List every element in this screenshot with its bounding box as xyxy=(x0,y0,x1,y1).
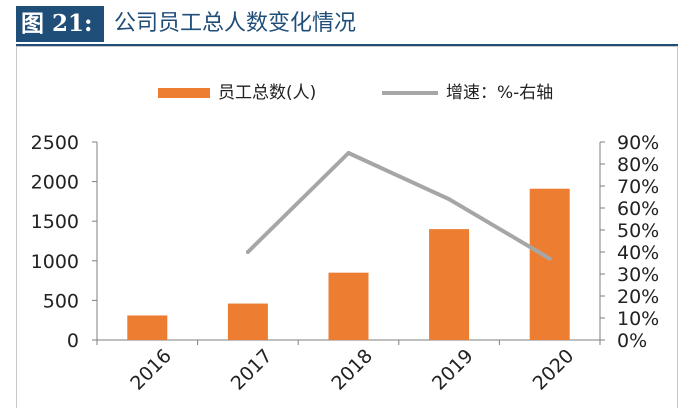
right-tick-label: 0% xyxy=(617,330,647,352)
x-tick-label: 2018 xyxy=(327,345,377,395)
growth-point-2020 xyxy=(547,256,552,261)
left-tick-label: 1000 xyxy=(31,251,79,273)
figure-title: 公司员工总人数变化情况 xyxy=(114,11,357,36)
bar-2018 xyxy=(328,272,369,340)
x-tick-label: 2016 xyxy=(126,345,176,395)
legend-label-growth: 增速：%-右轴 xyxy=(446,83,554,103)
bar-2017 xyxy=(227,303,268,340)
legend-label-headcount: 员工总数(人) xyxy=(218,83,317,103)
right-tick-label: 40% xyxy=(617,242,659,264)
growth-point-2017 xyxy=(245,250,250,254)
legend-swatch-line xyxy=(382,91,438,95)
header-rule xyxy=(16,44,678,46)
left-tick-label: 1500 xyxy=(31,211,79,233)
right-tick-label: 80% xyxy=(617,154,659,176)
right-tick-label: 10% xyxy=(617,308,659,330)
right-tick-label: 30% xyxy=(617,264,659,286)
legend-swatch-bar xyxy=(158,88,210,98)
figure-header: 图 21: 公司员工总人数变化情况 xyxy=(16,6,678,46)
growth-point-2018 xyxy=(346,151,351,155)
right-tick-label: 70% xyxy=(617,176,659,198)
bar-2019 xyxy=(429,229,470,340)
bar-2020 xyxy=(529,188,570,340)
right-tick-label: 20% xyxy=(617,286,659,308)
right-tick-label: 60% xyxy=(617,198,659,220)
right-tick-label: 50% xyxy=(617,220,659,242)
x-tick-label: 2017 xyxy=(227,345,277,395)
figure-label: 图 21: xyxy=(16,6,104,42)
x-tick-label: 2020 xyxy=(529,345,579,395)
left-tick-label: 2000 xyxy=(31,172,79,194)
x-tick-label: 2019 xyxy=(428,345,478,395)
left-tick-label: 2500 xyxy=(31,132,79,154)
growth-point-2019 xyxy=(447,197,452,202)
left-tick-label: 0 xyxy=(67,330,79,352)
chart-legend: 员工总数(人) 增速：%-右轴 xyxy=(0,81,692,105)
left-tick-label: 500 xyxy=(43,290,79,312)
right-tick-label: 90% xyxy=(617,132,659,154)
growth-line xyxy=(246,151,551,261)
figure-frame xyxy=(16,46,678,408)
bar-2016 xyxy=(127,315,168,340)
